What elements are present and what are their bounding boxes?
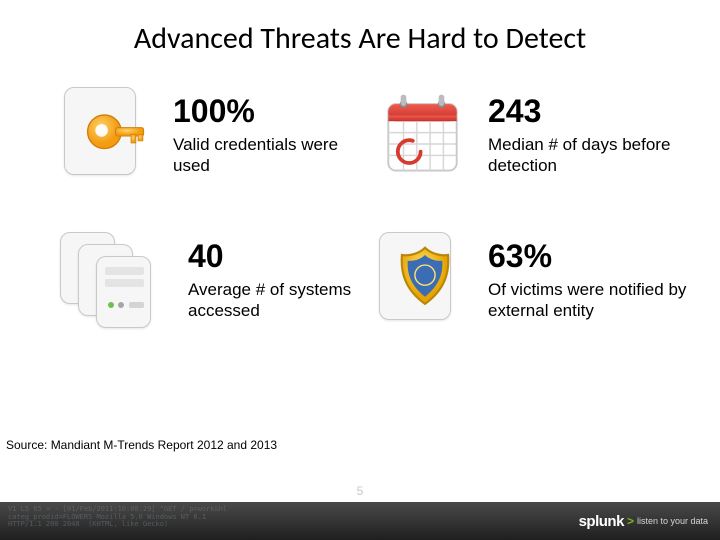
stat-value: 40	[188, 238, 375, 275]
stat-desc: Valid credentials were used	[173, 134, 375, 177]
page-number: 5	[357, 484, 364, 498]
stat-notified: 63% Of victims were notified by external…	[375, 232, 690, 327]
stat-desc: Average # of systems accessed	[188, 279, 375, 322]
brand-name: splunk	[579, 513, 624, 530]
footer-logo: splunk > listen to your data	[579, 513, 708, 530]
stat-desc: Of victims were notified by external ent…	[488, 279, 690, 322]
calendar-icon	[375, 87, 470, 182]
stat-credentials: 100% Valid credentials were used	[60, 87, 375, 182]
source-citation: Source: Mandiant M-Trends Report 2012 an…	[6, 438, 277, 452]
stat-value: 243	[488, 93, 690, 130]
stat-days: 243 Median # of days before detection	[375, 87, 690, 182]
slide-title: Advanced Threats Are Hard to Detect	[0, 0, 720, 87]
stat-desc: Median # of days before detection	[488, 134, 690, 177]
stat-systems: 40 Average # of systems accessed	[60, 232, 375, 327]
servers-icon	[60, 232, 170, 327]
key-icon	[60, 87, 155, 182]
brand-tagline: listen to your data	[637, 516, 708, 526]
stat-value: 100%	[173, 93, 375, 130]
stat-value: 63%	[488, 238, 690, 275]
shield-icon	[375, 232, 470, 327]
stats-grid: 100% Valid credentials were used	[0, 87, 720, 327]
footer-code-bg: V1 L5 65 = - [01/Feb/2011:10:00:29] "GET…	[8, 506, 227, 529]
chevron-icon: >	[627, 514, 634, 528]
footer-bar: V1 L5 65 = - [01/Feb/2011:10:00:29] "GET…	[0, 502, 720, 540]
